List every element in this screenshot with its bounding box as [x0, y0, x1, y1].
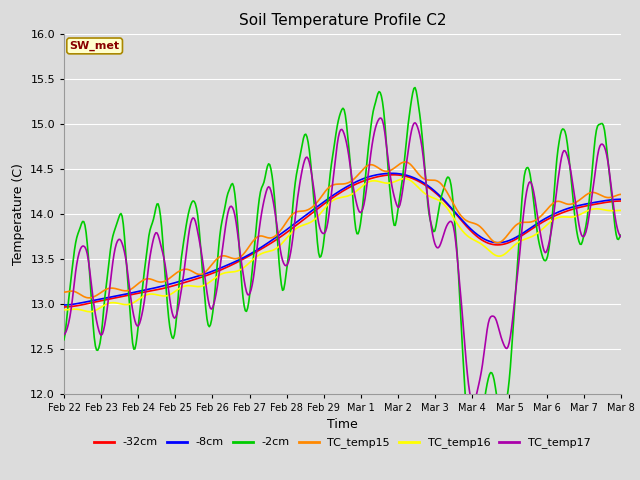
Y-axis label: Temperature (C): Temperature (C) — [12, 163, 25, 264]
Title: Soil Temperature Profile C2: Soil Temperature Profile C2 — [239, 13, 446, 28]
X-axis label: Time: Time — [327, 418, 358, 431]
Legend: -32cm, -8cm, -2cm, TC_temp15, TC_temp16, TC_temp17: -32cm, -8cm, -2cm, TC_temp15, TC_temp16,… — [90, 433, 595, 453]
Text: SW_met: SW_met — [70, 41, 120, 51]
